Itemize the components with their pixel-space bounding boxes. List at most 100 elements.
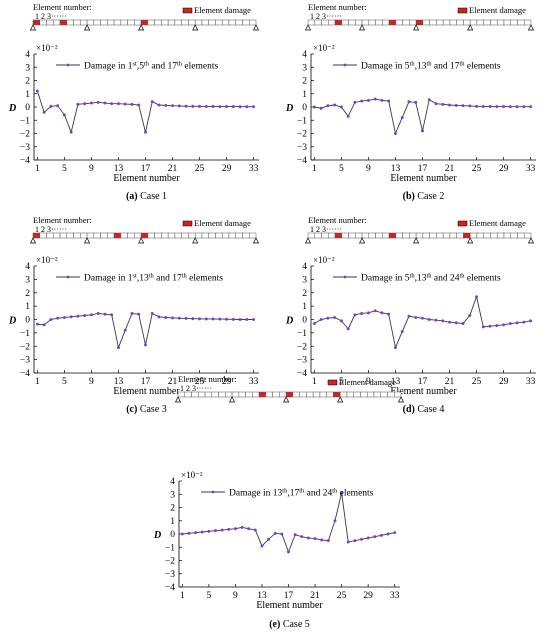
data-point [180, 532, 184, 536]
data-point [387, 312, 391, 316]
beam-element [53, 232, 61, 239]
beam-element [355, 19, 363, 26]
y-tick-label: 0 [302, 316, 307, 326]
beam-element [375, 19, 383, 26]
data-point [386, 532, 390, 536]
beam-element [100, 232, 108, 239]
beam-element [348, 232, 356, 239]
beam-element [510, 232, 518, 239]
beam-element [355, 232, 363, 239]
beam-element-damaged [334, 19, 343, 26]
beam-support [358, 24, 366, 31]
data-point [194, 531, 198, 535]
data-point [326, 539, 330, 543]
beam-element [449, 232, 457, 239]
data-point [400, 330, 404, 334]
x-tick-label: 5 [339, 164, 344, 174]
beam-element [402, 19, 410, 26]
beam-element [409, 19, 417, 26]
y-axis-label: D [285, 316, 293, 327]
beam-element [292, 391, 300, 398]
x-tick-label: 5 [62, 164, 67, 174]
beam-support [138, 24, 145, 31]
beam-element [228, 19, 236, 26]
beam-support [304, 237, 312, 244]
chart-panel-5: Element number:1 2 3······ Element damage… [153, 374, 405, 630]
data-point [157, 103, 161, 107]
beam-element [382, 19, 390, 26]
x-tick-label: 21 [310, 591, 320, 601]
legend-label: Damage in 13th,17th and 24th elements [229, 487, 374, 499]
beam-element [39, 232, 47, 239]
data-point [346, 114, 350, 118]
data-point [233, 527, 237, 531]
x-tick-label: 9 [366, 377, 371, 387]
y-tick-label: −2 [297, 130, 307, 140]
chart-caption: (b) Case 2 [403, 191, 445, 202]
data-point [247, 527, 251, 531]
data-point [333, 103, 337, 107]
y-tick-label: 2 [302, 289, 307, 299]
x-axis-label: Element number [390, 386, 457, 397]
y-tick-label: −4 [297, 156, 307, 166]
data-point [313, 537, 317, 541]
y-axis-label: D [285, 103, 293, 114]
beam-element [496, 232, 505, 239]
x-tick-label: 17 [141, 164, 151, 174]
y-tick-label: −4 [165, 583, 175, 593]
beam-element [353, 391, 361, 398]
data-point [320, 538, 324, 542]
beam-element [483, 19, 491, 26]
x-tick-label: 5 [206, 591, 211, 601]
beam-label: Element number: [178, 374, 237, 384]
data-point [56, 316, 60, 320]
beam-support [304, 24, 312, 31]
beam-element [252, 391, 260, 398]
beam-element [194, 232, 203, 239]
data-point [35, 89, 39, 93]
x-tick-label: 29 [222, 164, 232, 174]
y-tick-label: −3 [20, 143, 30, 153]
beam-support [527, 237, 535, 244]
beam-element [517, 19, 525, 26]
beam-element [517, 232, 525, 239]
y-tick-label: 3 [170, 490, 175, 500]
beam-element [120, 19, 128, 26]
data-point [373, 535, 377, 539]
data-point [333, 315, 337, 319]
x-tick-label: 1 [312, 377, 317, 387]
beam-element-damaged [285, 391, 294, 398]
data-point [427, 98, 431, 102]
beam-element [86, 232, 95, 239]
beam-element [46, 19, 54, 26]
data-point [76, 314, 80, 318]
beam-element [215, 19, 223, 26]
beam-support [192, 24, 199, 31]
data-point [143, 343, 147, 347]
x-tick-label: 29 [363, 591, 373, 601]
x-tick-label: 29 [222, 377, 232, 387]
legend-marker [343, 63, 347, 67]
data-point [218, 317, 222, 321]
beam-support [252, 237, 260, 244]
beam-label: Element number: [308, 2, 367, 12]
data-point [339, 105, 343, 109]
beam-support [337, 396, 344, 403]
y-tick-label: −4 [297, 369, 307, 379]
data-point [137, 103, 141, 107]
beam-element [361, 232, 370, 239]
y-tick-label: 1 [25, 302, 30, 312]
beam-element [181, 232, 189, 239]
data-point [171, 104, 175, 108]
beam-element [147, 19, 155, 26]
y-tick-label: −2 [20, 130, 30, 140]
y-tick-label: 0 [25, 316, 30, 326]
data-point [35, 322, 39, 326]
data-point [475, 104, 479, 108]
beam-element [449, 19, 457, 26]
data-point [441, 102, 445, 106]
beam-support [413, 24, 420, 31]
data-point [130, 311, 134, 315]
data-point [387, 99, 391, 103]
